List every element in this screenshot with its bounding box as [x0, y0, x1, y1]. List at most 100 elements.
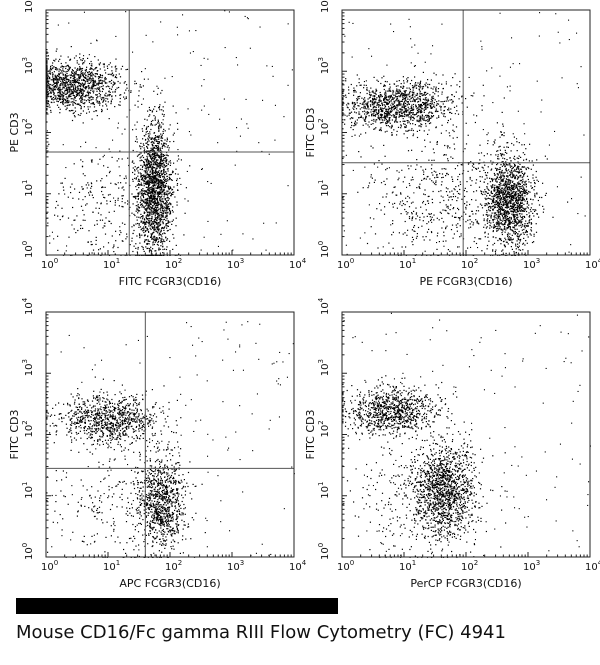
- event-dot: [94, 68, 96, 70]
- event-dot: [92, 82, 94, 84]
- event-dot: [159, 180, 161, 182]
- event-dot: [106, 95, 108, 97]
- event-dot: [151, 238, 153, 240]
- event-dot: [139, 202, 141, 204]
- event-dot: [377, 115, 380, 117]
- event-dot: [80, 89, 82, 91]
- event-dot: [146, 207, 148, 209]
- event-dot: [376, 112, 379, 114]
- event-dot: [146, 243, 148, 245]
- event-dot: [370, 123, 372, 125]
- event-dot: [425, 104, 427, 107]
- event-dot: [435, 88, 437, 90]
- event-dot: [91, 79, 93, 81]
- event-dot: [160, 217, 162, 220]
- event-dot: [511, 165, 513, 167]
- event-dot: [152, 167, 154, 169]
- event-dot: [157, 178, 160, 180]
- event-dot: [169, 124, 171, 126]
- event-dot: [386, 96, 388, 98]
- event-dot: [163, 175, 165, 177]
- event-dot: [184, 198, 186, 200]
- event-dot: [421, 86, 423, 88]
- event-dot: [134, 166, 136, 168]
- event-dot: [208, 113, 210, 115]
- event-dot: [170, 195, 172, 197]
- event-dot: [342, 99, 344, 101]
- event-dot: [448, 107, 450, 109]
- event-dot: [110, 182, 112, 184]
- event-dot: [428, 103, 430, 105]
- event-dot: [157, 194, 159, 196]
- event-dot: [73, 87, 75, 89]
- event-dot: [64, 83, 66, 85]
- event-dot: [247, 127, 249, 129]
- event-dot: [147, 211, 149, 213]
- event-dot: [158, 247, 160, 249]
- event-dot: [391, 107, 393, 109]
- event-dot: [410, 106, 412, 108]
- event-dot: [66, 72, 68, 75]
- event-dot: [101, 108, 103, 111]
- event-dot: [517, 167, 519, 169]
- event-dot: [150, 209, 152, 211]
- event-dot: [152, 194, 154, 196]
- event-dot: [55, 95, 57, 97]
- event-dot: [67, 90, 69, 92]
- event-dot: [170, 187, 172, 189]
- event-dot: [155, 213, 157, 215]
- event-dot: [66, 101, 68, 103]
- event-dot: [147, 166, 149, 168]
- event-dot: [145, 199, 147, 201]
- event-dot: [147, 78, 149, 80]
- event-dot: [407, 120, 409, 122]
- event-dot: [503, 183, 505, 185]
- event-dot: [415, 87, 417, 89]
- event-dot: [157, 213, 159, 215]
- event-dot: [73, 115, 76, 117]
- event-dot: [96, 97, 98, 99]
- event-dot: [363, 100, 365, 102]
- event-dot: [381, 104, 384, 107]
- event-dot: [46, 59, 48, 61]
- event-dot: [144, 175, 146, 178]
- event-dot: [389, 110, 392, 112]
- event-dot: [146, 218, 149, 220]
- event-dot: [114, 91, 116, 93]
- event-dot: [160, 187, 162, 189]
- event-dot: [394, 113, 397, 115]
- event-dot: [399, 95, 401, 97]
- event-dot: [358, 117, 360, 119]
- event-dot: [435, 108, 437, 110]
- event-dot: [53, 78, 55, 80]
- event-dot: [117, 127, 119, 129]
- event-dot: [413, 91, 415, 93]
- event-dot: [444, 116, 446, 118]
- event-dot: [90, 89, 92, 91]
- event-dot: [423, 118, 425, 120]
- event-dot: [513, 157, 515, 159]
- event-dot: [149, 157, 152, 159]
- event-dot: [520, 210, 522, 212]
- event-dot: [149, 161, 151, 163]
- event-dot: [158, 185, 160, 187]
- event-dot: [154, 239, 156, 241]
- event-dot: [432, 91, 434, 94]
- event-dot: [151, 221, 153, 223]
- event-dot: [75, 71, 77, 73]
- event-dot: [135, 223, 137, 225]
- event-dot: [173, 132, 175, 134]
- event-dot: [393, 102, 395, 104]
- event-dot: [504, 200, 506, 202]
- event-dot: [154, 193, 156, 195]
- event-dot: [429, 111, 431, 113]
- event-dot: [108, 148, 110, 150]
- event-dot: [46, 66, 48, 68]
- event-dot: [166, 208, 168, 210]
- event-dot: [148, 175, 150, 177]
- event-dot: [121, 198, 123, 200]
- event-dot: [416, 119, 418, 121]
- event-dot: [157, 154, 159, 156]
- event-dot: [133, 224, 135, 226]
- event-dot: [82, 74, 84, 76]
